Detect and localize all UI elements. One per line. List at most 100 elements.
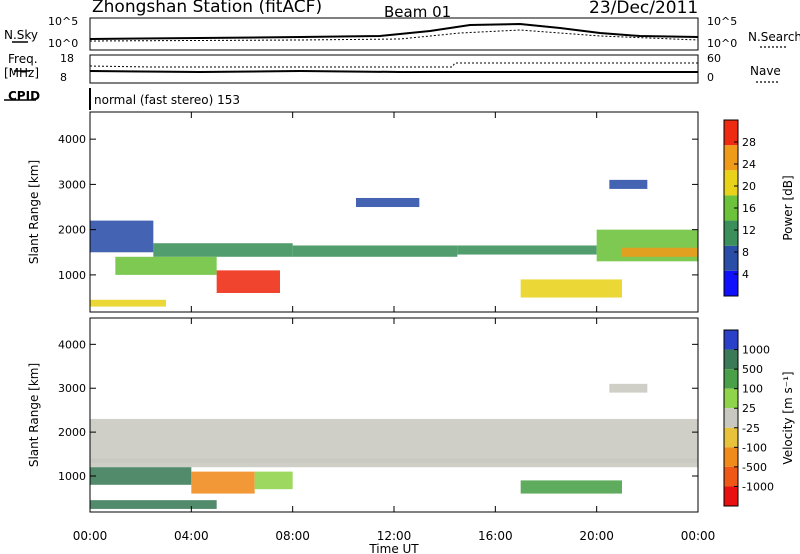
colorbar-tick-label: -500: [742, 461, 767, 474]
power-colorbar: 4 8 12 16 20 24 28 Power [dB]: [724, 120, 795, 296]
nsearch-tick-bottom: 10^0: [707, 37, 738, 50]
colorbar-segment: [724, 170, 738, 196]
nsearch-label: N.Search: [748, 30, 800, 44]
colorbar-segment: [724, 349, 738, 370]
y-tick-label: 4000: [58, 338, 86, 351]
colorbar-label: Velocity [m s⁻¹]: [781, 371, 795, 464]
colorbar-tick-label: 20: [742, 180, 756, 193]
colorbar-tick-label: 4: [742, 268, 749, 281]
y-axis-label: Slant Range [km]: [27, 363, 41, 467]
colorbar-tick-label: 28: [742, 136, 756, 149]
y-tick-label: 4000: [58, 133, 86, 146]
nsky-panel-frame: [89, 17, 699, 51]
x-tick-label: 20:00: [579, 529, 614, 543]
velocity-scatter-region: [609, 383, 648, 393]
power-scatter-region: [520, 279, 622, 298]
freq-tick-bottom: 8: [60, 71, 67, 84]
y-tick-label: 1000: [58, 269, 86, 282]
velocity-scatter-region: [90, 500, 217, 509]
y-tick-label: 1000: [58, 470, 86, 483]
power-panel: [90, 112, 698, 312]
freq-unit-label: [MHz]: [4, 66, 40, 80]
colorbar-segment: [724, 447, 738, 467]
colorbar-tick-label: 25: [742, 402, 756, 415]
velocity-colorbar-frame: [723, 329, 739, 507]
date-label: 23/Dec/2011: [589, 0, 699, 18]
beam-label: Beam 01: [384, 3, 452, 21]
colorbar-segment: [724, 145, 738, 171]
y-axis-label: Slant Range [km]: [27, 160, 41, 264]
x-tick-label: 08:00: [275, 529, 310, 543]
velocity-scatter-region: [254, 471, 293, 490]
power-scatter-region: [153, 243, 293, 257]
velocity-scatter-region: [90, 458, 698, 468]
power-scatter-region: [90, 299, 166, 307]
nsearch-tick-top: 10^5: [707, 15, 738, 28]
colorbar-tick-label: 500: [742, 363, 763, 376]
colorbar-segment: [724, 330, 738, 350]
power-scatter-region: [216, 270, 280, 293]
colorbar-tick-label: 1000: [742, 344, 770, 357]
colorbar-segment: [724, 120, 738, 146]
power-scatter-region: [292, 245, 458, 257]
velocity-scatter-region: [90, 467, 192, 485]
colorbar-tick-label: 8: [742, 246, 749, 259]
nave-label: Nave: [750, 64, 781, 78]
colorbar-segment: [724, 408, 738, 428]
velocity-scatter-region: [520, 480, 622, 494]
nsky-tick-top: 10^5: [48, 15, 79, 28]
power-scatter-region: [90, 220, 154, 253]
power-plot-area: [90, 112, 698, 312]
power-scatter-region: [115, 256, 217, 275]
colorbar-tick-label: 12: [742, 224, 756, 237]
y-tick-label: 2000: [58, 224, 86, 237]
colorbar-segment: [724, 388, 738, 409]
velocity-colorbar: 1000 500 100 25 -25 -100 -500 -1000 Velocity [m …: [724, 330, 795, 506]
colorbar-tick-label: -25: [742, 422, 760, 435]
velocity-scatter-region: [90, 418, 698, 463]
colorbar-label: Power [dB]: [781, 175, 795, 240]
x-axis-label: Time UT: [368, 542, 419, 554]
colorbar-tick-label: -1000: [742, 480, 774, 493]
colorbar-segment: [724, 427, 738, 448]
nave-tick-top: 60: [707, 52, 721, 65]
colorbar-segment: [724, 466, 738, 487]
power-colorbar-frame: [723, 119, 739, 297]
x-tick-label: 16:00: [478, 529, 513, 543]
y-tick-label: 3000: [58, 382, 86, 395]
nsky-tick-bottom: 10^0: [48, 37, 79, 50]
colorbar-segment: [724, 270, 738, 296]
freq-label: Freq.: [8, 52, 38, 66]
freq-panel-frame: [89, 54, 699, 84]
x-tick-label: 12:00: [377, 529, 412, 543]
colorbar-segment: [724, 369, 738, 389]
colorbar-segment: [724, 486, 738, 506]
x-tick-label: 00:00: [681, 529, 716, 543]
colorbar-tick-label: 24: [742, 158, 756, 171]
y-tick-label: 2000: [58, 426, 86, 439]
colorbar-segment: [724, 220, 738, 246]
power-scatter-region: [356, 197, 420, 208]
cpid-text: normal (fast stereo) 153: [94, 93, 241, 107]
station-title: Zhongshan Station (fitACF): [92, 0, 323, 17]
y-tick-label: 3000: [58, 178, 86, 191]
freq-tick-top: 18: [60, 52, 74, 65]
velocity-panel: [90, 318, 698, 512]
power-scatter-region: [622, 247, 698, 257]
colorbar-tick-label: -100: [742, 441, 767, 454]
x-tick-label: 04:00: [174, 529, 209, 543]
nsky-label: N.Sky: [4, 28, 39, 42]
power-scatter-region: [609, 179, 648, 189]
freq-trace: [89, 69, 698, 74]
power-scatter-region: [457, 245, 597, 255]
nsky-trace: [89, 22, 699, 40]
colorbar-tick-label: 100: [742, 383, 763, 396]
velocity-scatter-region: [191, 471, 255, 494]
colorbar-tick-label: 16: [742, 202, 756, 215]
colorbar-segment: [724, 245, 738, 271]
nave-tick-bottom: 0: [707, 71, 714, 84]
x-tick-label: 00:00: [73, 529, 108, 543]
nave-trace: [89, 62, 698, 68]
colorbar-segment: [724, 195, 738, 221]
